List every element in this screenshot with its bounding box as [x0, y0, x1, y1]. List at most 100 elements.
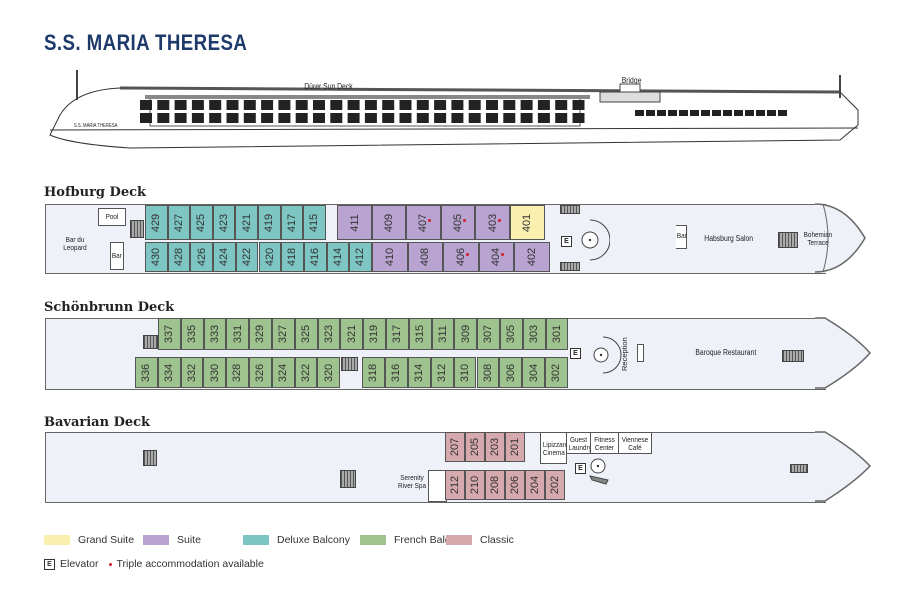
- window: [364, 113, 377, 123]
- spa-label: Serenity River Spa: [398, 473, 426, 491]
- window: [451, 100, 464, 110]
- legend-label: Deluxe Balcony: [277, 534, 350, 546]
- cabin-401[interactable]: 401: [510, 205, 545, 240]
- stairs: [778, 232, 798, 248]
- cabin-number: 419: [263, 213, 276, 232]
- cabin-337[interactable]: 337: [158, 318, 181, 350]
- ship-profile: [49, 70, 859, 149]
- cabin-202[interactable]: 202: [545, 470, 565, 500]
- bar-aft: Bar: [110, 242, 124, 270]
- window: [416, 100, 429, 110]
- cabin-423[interactable]: 423: [212, 205, 236, 240]
- cabin-422[interactable]: 422: [235, 242, 259, 272]
- cabin-330[interactable]: 330: [203, 357, 227, 388]
- cabin-210[interactable]: 210: [465, 470, 485, 500]
- cabin-204[interactable]: 204: [525, 470, 545, 500]
- cabin-331[interactable]: 331: [226, 318, 250, 350]
- cabin-409[interactable]: 409: [371, 205, 407, 240]
- cabin-328[interactable]: 328: [226, 357, 249, 388]
- cabin-316[interactable]: 316: [384, 357, 408, 388]
- cabin-323[interactable]: 323: [317, 318, 341, 350]
- cabin-417[interactable]: 417: [280, 205, 304, 240]
- cabin-418[interactable]: 418: [281, 242, 304, 272]
- cabin-number: 316: [390, 363, 403, 382]
- cabin-203[interactable]: 203: [485, 432, 505, 462]
- cabin-410[interactable]: 410: [372, 242, 408, 272]
- cabin-326[interactable]: 326: [249, 357, 272, 388]
- cabin-310[interactable]: 310: [453, 357, 477, 388]
- cabin-428[interactable]: 428: [167, 242, 191, 272]
- cabin-320[interactable]: 320: [317, 357, 341, 388]
- cabin-317[interactable]: 317: [386, 318, 409, 350]
- cabin-420[interactable]: 420: [258, 242, 282, 272]
- cabin-427[interactable]: 427: [167, 205, 191, 240]
- cabin-329[interactable]: 329: [249, 318, 272, 350]
- cabin-424[interactable]: 424: [213, 242, 236, 272]
- cabin-407[interactable]: 407: [406, 205, 441, 240]
- window: [537, 113, 550, 123]
- cabin-327[interactable]: 327: [272, 318, 295, 350]
- cabin-306[interactable]: 306: [499, 357, 523, 388]
- triple-dot-icon: [108, 562, 112, 566]
- cabin-302[interactable]: 302: [545, 357, 569, 388]
- window: [157, 100, 170, 110]
- fitness-center: Fitness Center: [590, 432, 619, 454]
- cabin-312[interactable]: 312: [430, 357, 454, 388]
- cabin-419[interactable]: 419: [258, 205, 281, 240]
- cabin-321[interactable]: 321: [340, 318, 364, 350]
- cabin-309[interactable]: 309: [454, 318, 478, 350]
- cabin-425[interactable]: 425: [190, 205, 213, 240]
- cabin-322[interactable]: 322: [294, 357, 318, 388]
- cabin-429[interactable]: 429: [145, 205, 168, 240]
- cabin-311[interactable]: 311: [431, 318, 455, 350]
- cabin-303[interactable]: 303: [522, 318, 546, 350]
- cabin-405[interactable]: 405: [440, 205, 476, 240]
- legend-label: Grand Suite: [78, 534, 135, 546]
- cabin-332[interactable]: 332: [180, 357, 204, 388]
- window: [468, 100, 481, 110]
- cabin-314[interactable]: 314: [407, 357, 431, 388]
- cabin-207[interactable]: 207: [445, 432, 465, 462]
- legend-label: Classic: [480, 534, 514, 546]
- cabin-404[interactable]: 404: [478, 242, 514, 272]
- cabin-426[interactable]: 426: [190, 242, 214, 272]
- cabin-403[interactable]: 403: [475, 205, 510, 240]
- cabin-416[interactable]: 416: [303, 242, 327, 272]
- cabin-408[interactable]: 408: [407, 242, 443, 272]
- cabin-412[interactable]: 412: [349, 242, 372, 272]
- cabin-402[interactable]: 402: [514, 242, 550, 272]
- cabin-335[interactable]: 335: [180, 318, 204, 350]
- cabin-206[interactable]: 206: [505, 470, 525, 500]
- cabin-number: 415: [308, 213, 321, 232]
- cabin-305[interactable]: 305: [500, 318, 523, 350]
- cabin-411[interactable]: 411: [337, 205, 372, 240]
- cabin-number: 201: [509, 437, 522, 457]
- cabin-333[interactable]: 333: [203, 318, 227, 350]
- legend-elevator: E Elevator Triple accommodation availabl…: [44, 558, 264, 570]
- cabin-325[interactable]: 325: [294, 318, 318, 350]
- cabin-318[interactable]: 318: [362, 357, 385, 388]
- cabin-414[interactable]: 414: [326, 242, 350, 272]
- cabin-319[interactable]: 319: [363, 318, 386, 350]
- cabin-number: 318: [367, 363, 380, 382]
- cabin-421[interactable]: 421: [235, 205, 258, 240]
- cabin-308[interactable]: 308: [476, 357, 500, 388]
- cabin-201[interactable]: 201: [505, 432, 525, 462]
- cabin-number: 206: [509, 475, 522, 495]
- cabin-336[interactable]: 336: [135, 357, 158, 388]
- cabin-334[interactable]: 334: [157, 357, 181, 388]
- cabin-304[interactable]: 304: [522, 357, 546, 388]
- cabin-301[interactable]: 301: [545, 318, 569, 350]
- cabin-415[interactable]: 415: [303, 205, 326, 240]
- cabin-324[interactable]: 324: [271, 357, 295, 388]
- cabin-212[interactable]: 212: [445, 470, 465, 500]
- cabin-406[interactable]: 406: [443, 242, 479, 272]
- cabin-307[interactable]: 307: [477, 318, 500, 350]
- window: [399, 113, 412, 123]
- cabin-208[interactable]: 208: [485, 470, 505, 500]
- cabin-number: 336: [140, 363, 153, 382]
- cabin-315[interactable]: 315: [408, 318, 432, 350]
- cabin-430[interactable]: 430: [145, 242, 168, 272]
- cabin-205[interactable]: 205: [465, 432, 485, 462]
